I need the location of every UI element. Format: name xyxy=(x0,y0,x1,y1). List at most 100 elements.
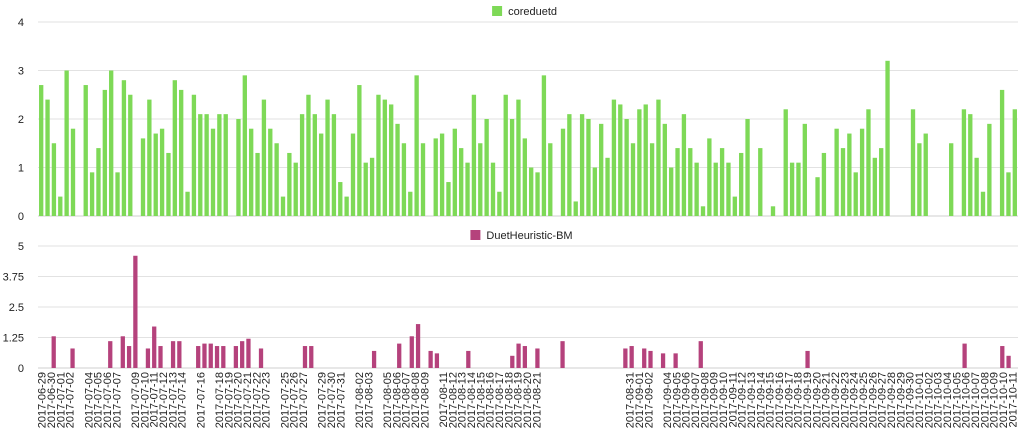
bar xyxy=(452,128,457,216)
bar xyxy=(516,343,521,368)
x-tick-label: 2017-07-19 xyxy=(223,372,235,428)
x-tick-label: 2017-09-10 xyxy=(718,372,730,428)
bar xyxy=(255,152,260,216)
x-tick-label: 2017-10-09 xyxy=(989,372,1001,428)
bar xyxy=(64,70,69,216)
bar xyxy=(261,99,267,216)
bar xyxy=(240,341,245,368)
x-tick-label: 2017-09-28 xyxy=(886,372,898,428)
bar xyxy=(732,196,737,216)
bar xyxy=(648,350,653,368)
x-tick-label: 2017-07-22 xyxy=(251,372,263,428)
bar xyxy=(643,104,648,216)
legend-label: DuetHeuristic-BM xyxy=(486,230,572,242)
bar xyxy=(58,196,63,216)
bar xyxy=(159,128,165,216)
bar xyxy=(618,104,623,216)
bar xyxy=(70,128,76,216)
x-tick-label: 2017-10-07 xyxy=(970,372,982,428)
x-tick-label: 2017-09-24 xyxy=(849,372,861,428)
y-tick-label: 1.25 xyxy=(3,333,24,345)
x-tick-label: 2017-07-27 xyxy=(298,372,310,428)
x-tick-label: 2017-08-17 xyxy=(494,372,506,428)
bar xyxy=(466,350,471,368)
bar xyxy=(196,346,201,368)
x-tick-label: 2017-07-16 xyxy=(195,372,207,428)
y-tick-label: 1 xyxy=(18,163,24,175)
bar xyxy=(338,182,343,216)
x-tick-label: 2017-09-20 xyxy=(811,372,823,428)
x-tick-label: 2017-09-30 xyxy=(905,372,917,428)
y-tick-label: 2.5 xyxy=(9,302,24,314)
bar xyxy=(579,114,585,216)
x-tick-label: 2017-09-27 xyxy=(877,372,889,428)
bar xyxy=(309,346,314,368)
bar xyxy=(357,85,362,216)
bar xyxy=(331,114,337,216)
bar xyxy=(681,114,687,216)
bar xyxy=(688,148,693,216)
bar xyxy=(560,128,566,216)
bar xyxy=(312,114,317,216)
x-tick-label: 2017-10-10 xyxy=(998,372,1010,428)
bar xyxy=(879,148,884,216)
bar xyxy=(408,191,413,216)
bar xyxy=(128,94,133,216)
bar xyxy=(236,119,241,216)
y-tick-label: 0 xyxy=(18,363,24,375)
bar xyxy=(962,343,967,368)
bar xyxy=(302,346,308,368)
bar xyxy=(382,99,387,216)
x-tick-label: 2017-09-07 xyxy=(690,372,702,428)
y-tick-label: 3 xyxy=(18,66,24,78)
bar xyxy=(866,109,871,216)
bar xyxy=(371,350,377,368)
bar xyxy=(202,343,207,368)
bar xyxy=(274,143,279,216)
bar xyxy=(522,346,527,368)
bar xyxy=(510,355,515,368)
bar xyxy=(249,128,254,216)
x-tick-label: 2017-07-30 xyxy=(326,372,338,428)
bar xyxy=(707,138,712,216)
bar xyxy=(1012,109,1017,216)
bar xyxy=(859,128,865,216)
bar xyxy=(567,114,572,216)
bar xyxy=(662,123,667,216)
bar xyxy=(306,94,311,216)
x-tick-label: 2017-07-18 xyxy=(214,372,226,428)
bar xyxy=(535,172,540,216)
y-tick-label: 5 xyxy=(18,241,24,253)
bar xyxy=(459,148,464,216)
x-tick-label: 2017-07-29 xyxy=(317,372,329,428)
bar xyxy=(478,143,483,216)
bar xyxy=(656,99,661,216)
bar xyxy=(1000,346,1005,368)
bar xyxy=(974,157,979,216)
bar xyxy=(529,167,534,216)
x-tick-label: 2017-08-14 xyxy=(466,372,478,428)
x-tick-label: 2017-08-09 xyxy=(419,372,431,428)
bar xyxy=(789,162,795,216)
bar xyxy=(414,75,419,216)
bar xyxy=(726,162,731,216)
x-tick-label: 2017-07-10 xyxy=(139,372,151,428)
x-tick-label: 2017-08-15 xyxy=(475,372,487,428)
x-tick-label: 2017-08-20 xyxy=(522,372,534,428)
bar xyxy=(434,353,440,368)
x-tick-label: 2017-10-11 xyxy=(1007,372,1019,427)
x-tick-label: 2017-09-08 xyxy=(699,372,711,428)
bar xyxy=(783,109,788,216)
bar xyxy=(89,172,95,216)
bar xyxy=(51,143,57,216)
bar xyxy=(376,94,381,216)
x-tick-label: 2017-09-29 xyxy=(895,372,907,428)
bar xyxy=(108,341,113,368)
bar xyxy=(185,191,190,216)
x-tick-label: 2017-09-13 xyxy=(746,372,758,428)
bar xyxy=(389,104,394,216)
bar xyxy=(624,119,629,216)
bar xyxy=(395,123,400,216)
bar xyxy=(796,162,801,216)
